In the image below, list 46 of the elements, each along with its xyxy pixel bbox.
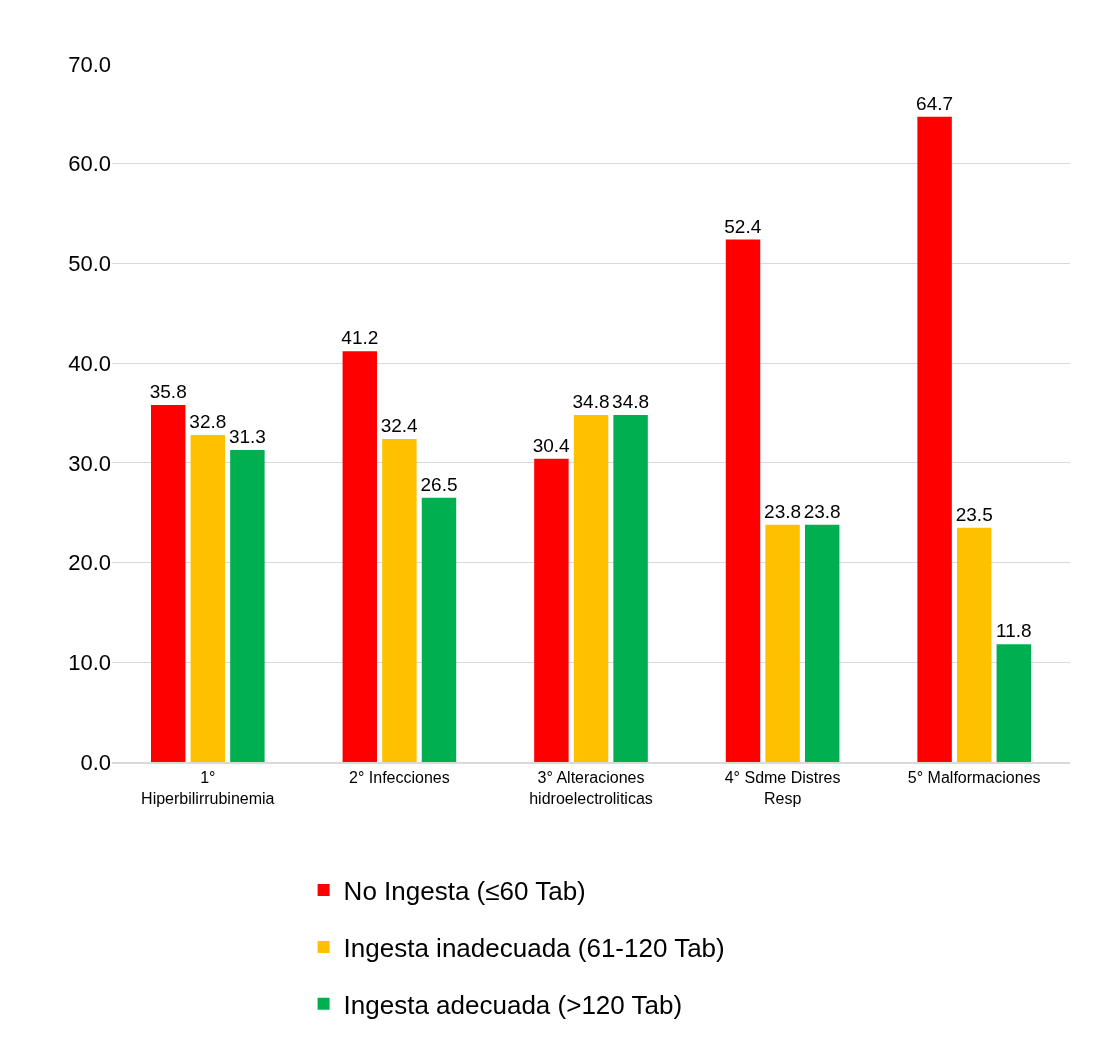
data-label: 26.5 (420, 473, 458, 495)
x-tick-label: 3° Alteraciones hidroelectroliticas (529, 768, 653, 807)
bar (804, 524, 840, 762)
y-tick-label: 30.0 (68, 450, 111, 476)
y-tick-label: 10.0 (68, 649, 111, 675)
y-tick-label: 40.0 (68, 350, 111, 376)
data-label: 23.5 (955, 503, 993, 525)
x-tick-label: 2° Infecciones (349, 768, 450, 786)
y-tick-label: 50.0 (68, 251, 111, 277)
data-label: 41.2 (341, 327, 379, 349)
data-label: 11.8 (996, 620, 1032, 642)
bar (421, 497, 457, 762)
data-label: 32.8 (189, 410, 227, 432)
bar (573, 414, 609, 762)
legend-label: Ingesta inadecuada (61-120 Tab) (343, 933, 725, 964)
data-label: 23.8 (803, 500, 841, 522)
data-label: 64.7 (916, 92, 954, 114)
x-tick-label: 4° Sdme Distres Resp (724, 768, 841, 807)
bar (765, 524, 800, 762)
bar (190, 434, 226, 762)
bar (956, 527, 992, 762)
bar (534, 458, 569, 762)
y-tick-label: 60.0 (68, 151, 111, 177)
bar (917, 116, 952, 762)
bar (230, 449, 265, 762)
data-label: 23.8 (764, 500, 802, 522)
data-label: 34.8 (572, 390, 610, 412)
data-label: 32.4 (380, 414, 419, 436)
y-tick-label: 0.0 (80, 749, 111, 775)
bar (382, 438, 417, 762)
x-tick-label: 5° Malformaciones (907, 768, 1041, 786)
bar (996, 644, 1032, 762)
data-label: 34.8 (612, 390, 650, 412)
bar (342, 351, 378, 762)
bar (613, 414, 648, 762)
data-label: 35.8 (149, 381, 187, 403)
data-label: 52.4 (724, 215, 762, 237)
data-label: 30.4 (532, 434, 571, 456)
legend-label: Ingesta adecuada (>120 Tab) (343, 989, 683, 1020)
legend-label: No Ingesta (≤60 Tab) (343, 876, 586, 907)
bar (150, 405, 186, 762)
data-label: 31.3 (228, 425, 266, 447)
y-tick-label: 20.0 (68, 550, 111, 576)
y-tick-label: 70.0 (68, 51, 111, 77)
x-tick-label: 1° Hiperbilirrubinemia (141, 768, 275, 807)
bar (725, 239, 761, 762)
